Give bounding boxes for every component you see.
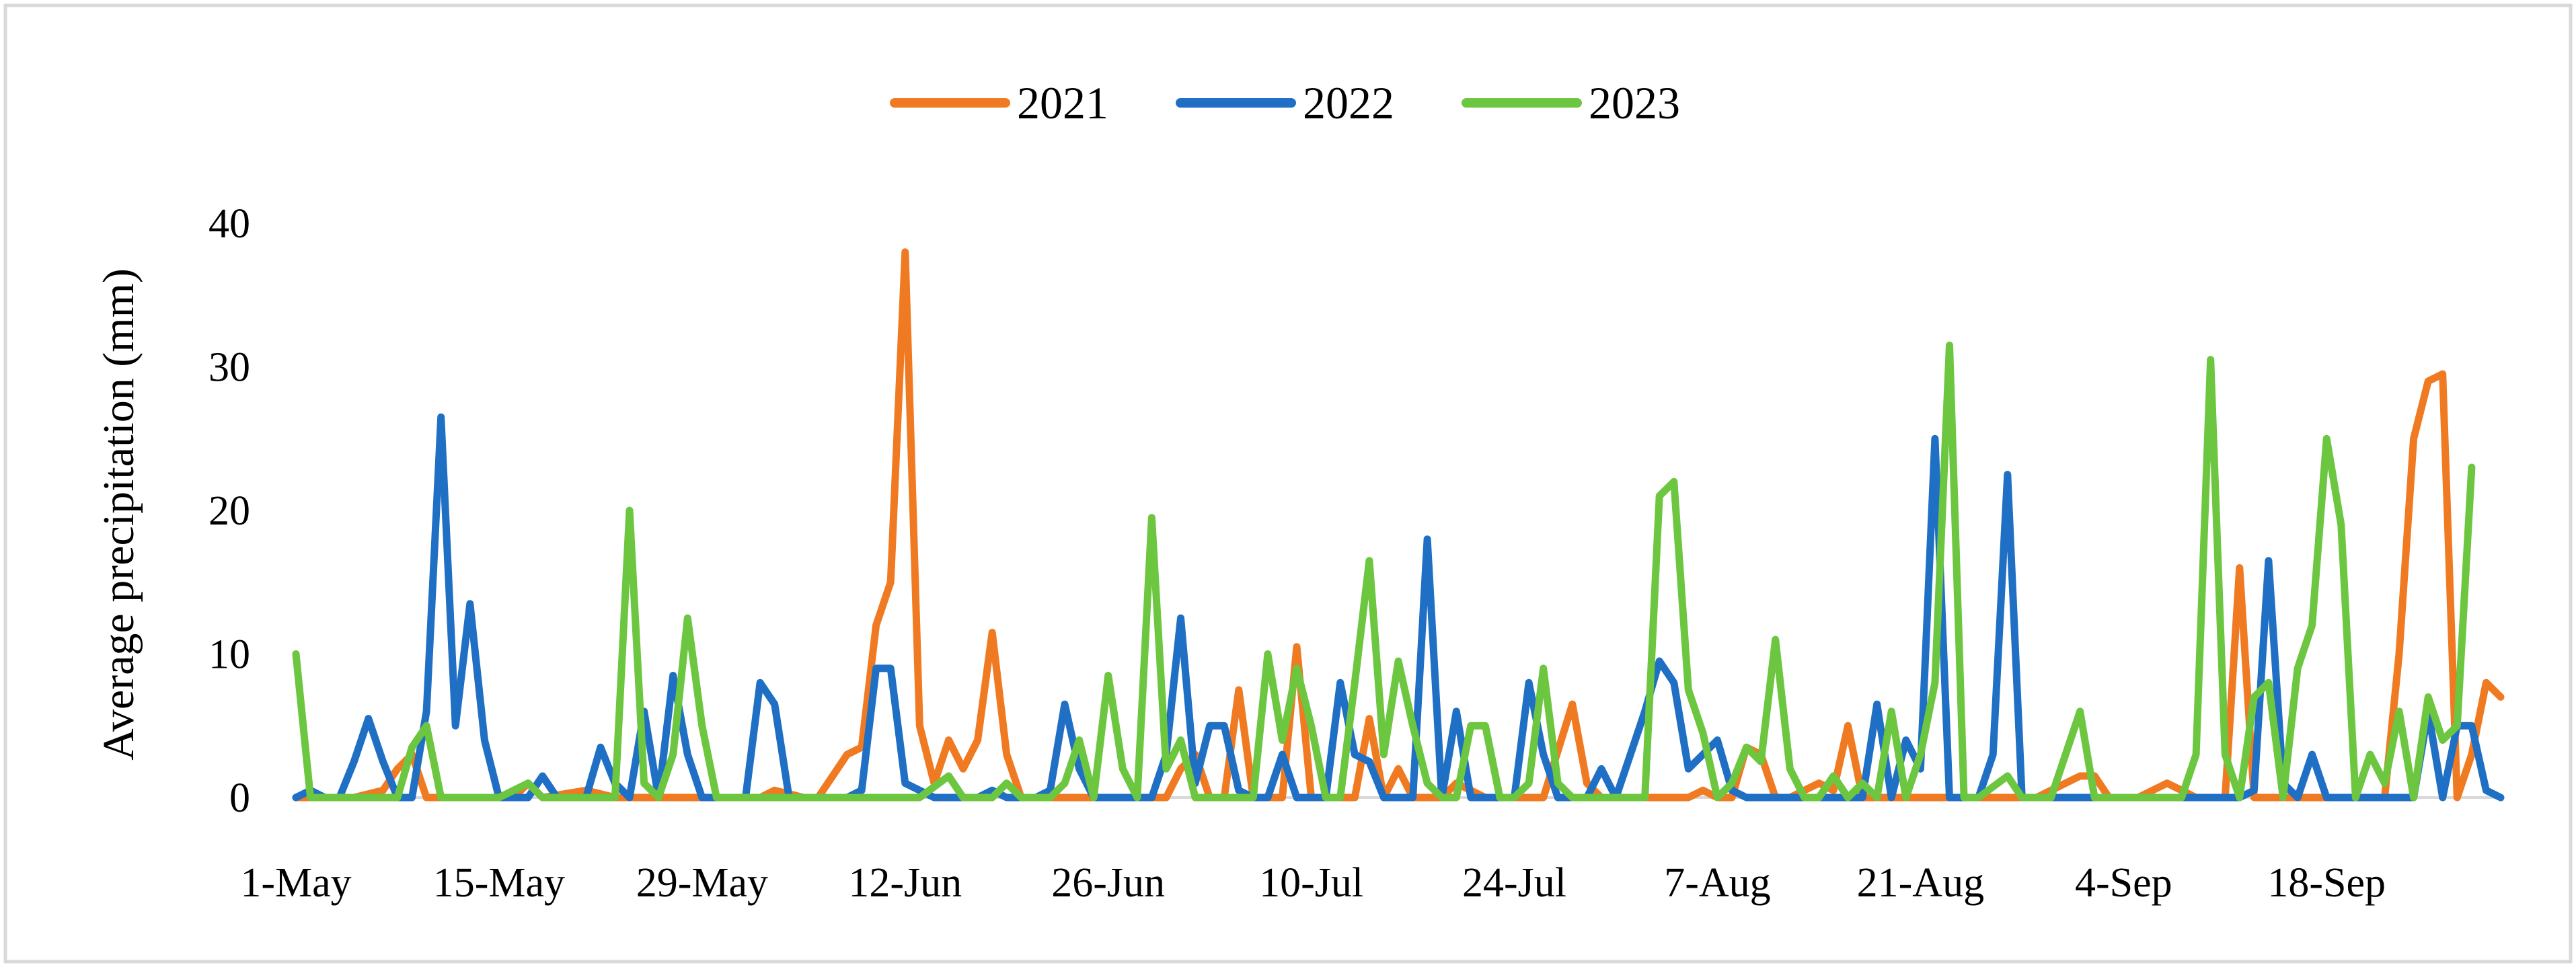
x-tick-label-8: 21-Aug	[1857, 860, 1984, 906]
legend-label-1: 2022	[1303, 77, 1394, 128]
y-tick-label-0: 0	[229, 775, 250, 821]
x-tick-label-3: 12-Jun	[848, 860, 962, 906]
legend-item-2: 2023	[1462, 77, 1680, 128]
x-tick-label-2: 29-May	[636, 860, 768, 906]
chart-border	[3, 3, 2573, 964]
x-tick-label-6: 24-Jul	[1462, 860, 1566, 906]
legend-label-0: 2021	[1017, 77, 1108, 128]
legend-item-0: 2021	[890, 77, 1108, 128]
x-tick-label-0: 1-May	[240, 860, 351, 906]
x-tick-label-1: 15-May	[433, 860, 565, 906]
x-tick-label-5: 10-Jul	[1259, 860, 1363, 906]
x-axis-ticks: 1-May 15-May 29-May 12-Jun 26-Jun 10-Jul 24-Ju…	[240, 860, 2386, 906]
y-axis-ticks: 0 10 20 30 40	[209, 201, 250, 821]
series-line-2023	[292, 342, 2476, 802]
y-axis-title: Average precipitation (mm)	[94, 268, 143, 761]
series-layer	[292, 248, 2505, 802]
x-tick-label-7: 7-Aug	[1664, 860, 1770, 906]
y-tick-label-1: 10	[209, 632, 250, 678]
x-tick-label-4: 26-Jun	[1051, 860, 1165, 906]
x-tick-label-9: 4-Sep	[2075, 860, 2172, 906]
y-tick-label-3: 30	[209, 345, 250, 391]
y-tick-label-2: 20	[209, 488, 250, 534]
y-tick-label-4: 40	[209, 201, 250, 247]
legend-label-2: 2023	[1589, 77, 1680, 128]
x-tick-label-10: 18-Sep	[2267, 860, 2386, 906]
legend: 2021 2022 2023	[890, 77, 1680, 128]
legend-item-1: 2022	[1176, 77, 1394, 128]
